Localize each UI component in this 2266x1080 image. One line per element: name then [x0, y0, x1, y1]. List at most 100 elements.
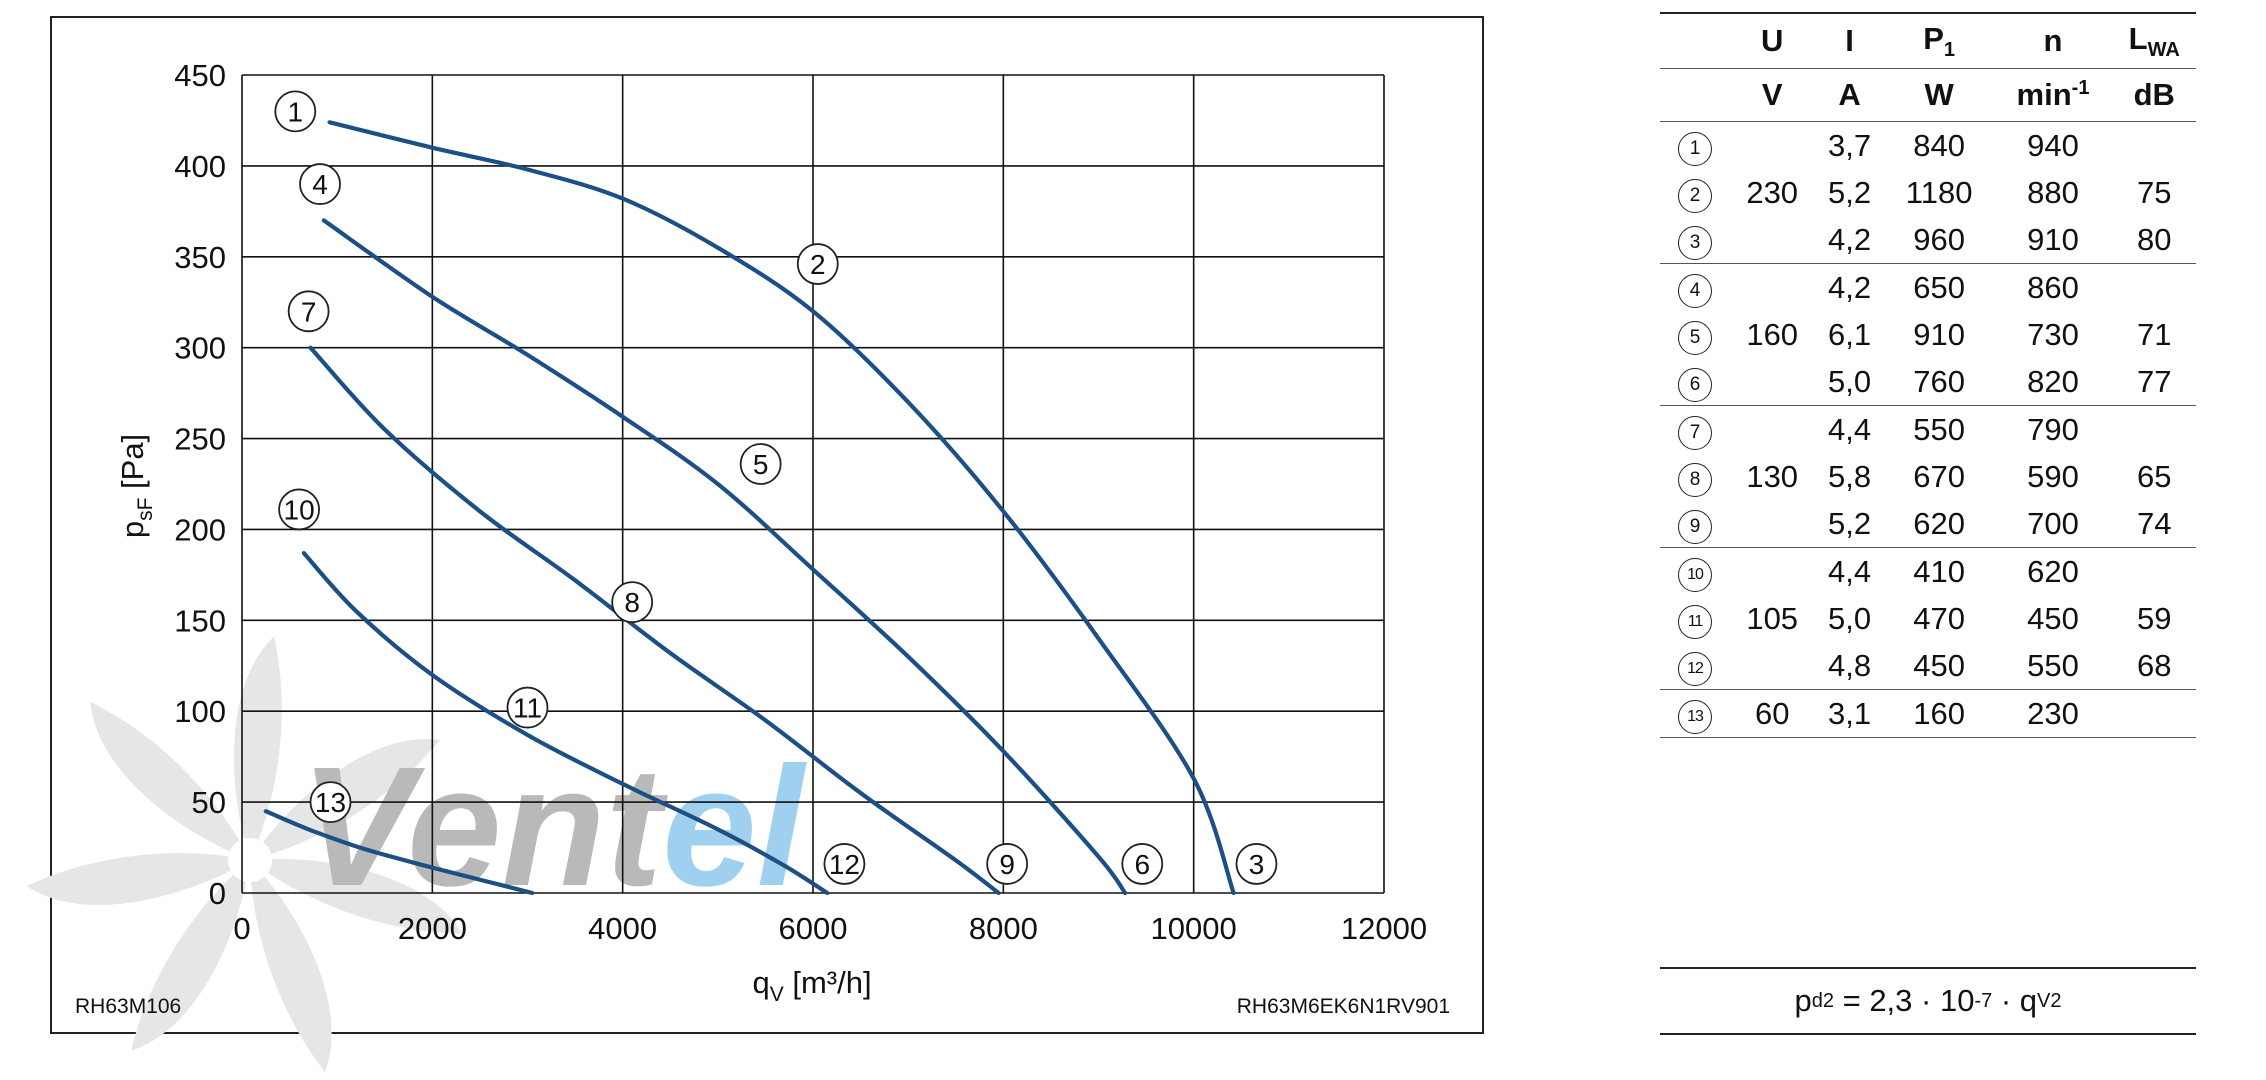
curve-label-number: 5 [753, 449, 769, 480]
noise-cell: 71 [2137, 316, 2172, 352]
curve-point-label: 5 [739, 443, 782, 485]
voltage-cell: 160 [1746, 316, 1799, 352]
voltage-cell [1730, 500, 1814, 548]
noise-cell: 65 [2137, 458, 2172, 494]
curve-label-circle [1235, 843, 1278, 885]
curve-point-label: 12 [823, 843, 866, 885]
x-tick-label: 10000 [1151, 911, 1237, 946]
power-cell: 450 [1913, 647, 1965, 683]
header-symbol: V [1761, 77, 1783, 112]
curve-label-circle [299, 163, 341, 205]
y-tick-label: 100 [174, 694, 226, 729]
row-id-badge: 5 [1678, 320, 1712, 355]
header-speed: n [1993, 12, 2113, 69]
watermark-text: Ventel [300, 732, 808, 922]
row-id-cell: 4 [1660, 263, 1730, 311]
watermark: Ventel [26, 636, 808, 1072]
power-cell: 410 [1884, 547, 1994, 595]
x-tick-label: 0 [233, 911, 250, 946]
power-cell: 960 [1913, 221, 1965, 257]
curve-label-number: 8 [624, 587, 640, 618]
curve-label-number: 11 [513, 693, 542, 724]
row-id-badge: 2 [1678, 178, 1712, 213]
y-tick-label: 0 [209, 876, 226, 911]
y-tick-label: 200 [174, 512, 226, 547]
curve-label-circle [506, 686, 549, 729]
curve-point-label: 11 [506, 686, 549, 729]
speed-cell: 860 [1993, 263, 2113, 311]
watermark-fan-blade [90, 701, 250, 860]
power-cell: 160 [1884, 689, 1994, 738]
header-symbol: U [1761, 23, 1784, 58]
table-row: 13 60 3,1 160 230 [1660, 689, 2196, 738]
chart-code-right: RH63M6EK6N1RV901 [1237, 995, 1450, 1018]
curve-label-number: 13 [315, 787, 346, 818]
current-cell: 4,4 [1814, 547, 1885, 595]
current-cell: 4,4 [1814, 405, 1885, 453]
table-row: 3 4,2 960 910 80 [1660, 216, 2196, 264]
row-id-cell: 2 [1660, 169, 1730, 216]
row-id-cell: 10 [1660, 547, 1730, 595]
table-row: 7 4,4 550 790 [1660, 405, 2196, 453]
noise-cell: 59 [2137, 600, 2172, 636]
row-id-cell: 5 [1660, 311, 1730, 358]
curve-series [321, 218, 1128, 896]
speed-cell: 730 [2027, 316, 2079, 352]
noise-cell: 74 [2137, 505, 2172, 541]
y-axis-label-unit: [Pa] [115, 434, 150, 489]
curve-point-label: 13 [309, 781, 352, 824]
row-id-cell: 1 [1660, 122, 1730, 170]
speed-cell: 590 [2027, 458, 2079, 494]
power-cell: 650 [1884, 263, 1994, 311]
curve-label-circle [611, 581, 654, 624]
y-tick-label: 150 [174, 603, 226, 638]
watermark-fan-blade [250, 858, 463, 934]
power-cell: 620 [1913, 505, 1965, 541]
x-tick-label: 12000 [1341, 911, 1427, 946]
power-cell: 910 [1913, 316, 1965, 352]
noise-cell [2112, 405, 2196, 453]
current-cell: 5,0 [1828, 363, 1872, 399]
current-cell: 5,8 [1828, 458, 1872, 494]
speed-cell: 700 [2027, 505, 2079, 541]
watermark-fan-blade [250, 860, 332, 1072]
watermark-fan-blade [131, 860, 250, 1051]
curve-point-label: 1 [274, 90, 317, 133]
curve-point-label: 8 [611, 581, 654, 624]
row-id-badge: 8 [1678, 462, 1712, 497]
unit-power: W [1884, 68, 1994, 122]
curve-label-circle [796, 243, 839, 285]
voltage-cell [1730, 263, 1815, 311]
chart-grid [241, 74, 1385, 894]
curve-point-label: 9 [986, 843, 1029, 885]
y-axis-label: psF [Pa] [115, 434, 157, 538]
watermark-fan-blade [26, 853, 250, 905]
row-id-badge: 3 [1678, 225, 1712, 260]
speed-cell: 790 [1993, 405, 2113, 453]
speed-cell: 910 [2027, 221, 2079, 257]
row-id-badge: 11 [1678, 605, 1712, 639]
row-id-badge: 12 [1678, 652, 1712, 686]
noise-cell: 75 [2137, 174, 2172, 210]
noise-cell [2112, 263, 2196, 311]
curve-label-circle [739, 443, 782, 485]
formula-q-sup: 2 [2050, 989, 2062, 1012]
y-tick-label: 300 [174, 331, 226, 366]
voltage-cell [1730, 358, 1814, 406]
speed-cell: 450 [2027, 600, 2079, 636]
row-id-cell: 7 [1660, 405, 1730, 453]
table-row: 1 3,7 840 940 [1660, 122, 2196, 170]
noise-cell: 80 [2137, 221, 2172, 257]
voltage-cell: 105 [1746, 600, 1799, 636]
header-symbol: L [2128, 20, 2148, 56]
curve-point-label: 6 [1121, 843, 1164, 885]
table-row: 2 230 5,2 1180 880 75 [1660, 169, 2196, 216]
speed-cell: 230 [1993, 689, 2113, 738]
voltage-cell [1730, 405, 1815, 453]
watermark-fan-icon [26, 636, 463, 1072]
table-header-quantities: U I P1 n LWA [1660, 12, 2196, 69]
row-id-cell: 12 [1660, 642, 1730, 690]
curve-label-number: 4 [312, 169, 328, 200]
curve-label-number: 6 [1134, 849, 1150, 880]
